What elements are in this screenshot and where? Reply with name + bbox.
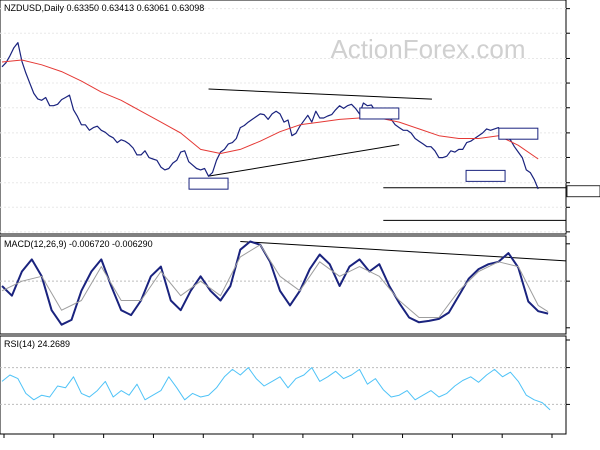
macd-y-axis xyxy=(566,243,570,329)
price-annotation-box xyxy=(498,127,539,140)
price-series xyxy=(1,41,539,190)
price-trendline xyxy=(208,88,432,100)
rsi-panel: RSI(14) 24.2689 xyxy=(0,335,570,435)
price-title: NZDUSD,Daily 0.63350 0.63413 0.63061 0.6… xyxy=(4,3,204,13)
macd-plot-frame xyxy=(0,235,567,335)
rsi-plot-frame xyxy=(0,335,567,435)
price-plot-frame xyxy=(0,0,567,235)
price-moving-average-line xyxy=(1,59,539,160)
price-trendline xyxy=(208,144,400,177)
last-price-tag xyxy=(566,185,600,198)
rsi-line xyxy=(1,367,551,411)
price-annotation-box xyxy=(359,107,400,120)
macd-signal-line xyxy=(1,244,549,318)
x-axis xyxy=(3,434,553,438)
macd-series xyxy=(1,240,567,326)
price-panel: ActionForex.com NZDUSD,Daily 0.63350 0.6… xyxy=(0,0,600,235)
watermark: ActionForex.com xyxy=(330,34,525,64)
price-close-line xyxy=(1,41,539,190)
price-annotations xyxy=(188,107,539,190)
price-annotation-box xyxy=(188,177,229,190)
macd-panel: MACD(12,26,9) -0.006720 -0.006290 xyxy=(0,235,570,335)
rsi-y-axis xyxy=(566,339,570,405)
rsi-title: RSI(14) 24.2689 xyxy=(4,339,70,349)
price-trendlines xyxy=(208,88,566,221)
macd-macd-line xyxy=(1,240,549,326)
rsi-series xyxy=(1,367,551,411)
price-annotation-box xyxy=(465,169,506,182)
macd-title: MACD(12,26,9) -0.006720 -0.006290 xyxy=(4,239,153,249)
price-y-axis xyxy=(566,8,600,233)
